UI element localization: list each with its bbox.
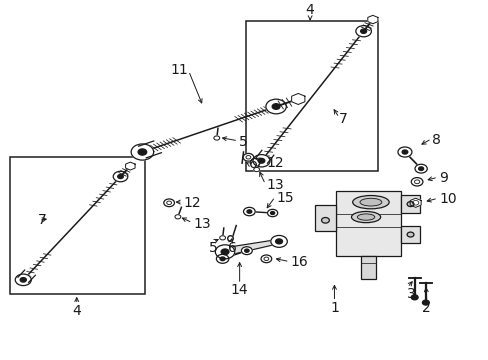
Bar: [401, 195, 419, 213]
Circle shape: [261, 255, 271, 263]
Circle shape: [360, 29, 366, 33]
Bar: [401, 226, 419, 243]
Text: 3: 3: [407, 287, 415, 301]
Circle shape: [410, 177, 422, 186]
Bar: [10, 157, 144, 294]
Circle shape: [213, 136, 219, 140]
Bar: [315, 204, 335, 231]
Circle shape: [258, 158, 264, 163]
Circle shape: [321, 217, 329, 223]
Text: 8: 8: [431, 133, 440, 147]
Text: 1: 1: [329, 301, 338, 315]
Circle shape: [355, 26, 371, 37]
Bar: [245, 21, 377, 171]
Text: 7: 7: [339, 112, 347, 126]
Circle shape: [401, 150, 407, 154]
Circle shape: [220, 257, 224, 261]
Circle shape: [410, 295, 417, 300]
Circle shape: [246, 210, 251, 213]
Circle shape: [407, 202, 413, 207]
Circle shape: [252, 154, 269, 167]
Text: 15: 15: [276, 190, 293, 204]
Circle shape: [20, 278, 26, 282]
Circle shape: [216, 254, 228, 263]
Circle shape: [219, 236, 225, 240]
Text: 7: 7: [38, 213, 46, 227]
Polygon shape: [367, 15, 377, 24]
Circle shape: [267, 209, 277, 217]
Circle shape: [243, 207, 255, 216]
Text: 13: 13: [266, 178, 284, 192]
Circle shape: [253, 167, 259, 172]
Text: 4: 4: [305, 3, 314, 17]
Text: 5: 5: [238, 135, 247, 149]
Text: 4: 4: [72, 304, 81, 318]
Circle shape: [414, 164, 427, 173]
Circle shape: [215, 245, 234, 259]
Ellipse shape: [359, 198, 381, 206]
Circle shape: [407, 232, 413, 237]
Circle shape: [175, 215, 181, 219]
Bar: [335, 191, 401, 256]
Text: 16: 16: [290, 255, 308, 269]
Circle shape: [243, 153, 253, 161]
Circle shape: [131, 144, 153, 160]
Circle shape: [270, 212, 274, 215]
Circle shape: [244, 249, 248, 252]
Circle shape: [138, 149, 146, 155]
Text: 14: 14: [230, 283, 248, 297]
Circle shape: [113, 171, 127, 182]
Polygon shape: [218, 239, 279, 257]
Text: 2: 2: [422, 301, 430, 315]
Text: 10: 10: [438, 192, 456, 206]
Ellipse shape: [357, 214, 374, 220]
Text: 12: 12: [183, 196, 201, 210]
Polygon shape: [409, 198, 420, 207]
Polygon shape: [125, 162, 135, 170]
Circle shape: [118, 175, 123, 179]
Circle shape: [241, 247, 252, 255]
Text: 13: 13: [193, 217, 211, 231]
Circle shape: [422, 300, 428, 305]
Text: 12: 12: [266, 156, 284, 170]
Circle shape: [163, 199, 174, 207]
Text: 6: 6: [249, 157, 258, 171]
Text: 9: 9: [438, 171, 447, 185]
Circle shape: [275, 239, 282, 244]
Text: 5: 5: [208, 241, 217, 255]
Circle shape: [397, 147, 411, 157]
Circle shape: [418, 167, 423, 170]
Text: 6: 6: [227, 241, 236, 255]
Circle shape: [221, 249, 228, 255]
Ellipse shape: [351, 211, 380, 223]
Bar: [360, 256, 375, 279]
Circle shape: [272, 104, 280, 109]
Polygon shape: [291, 94, 304, 104]
Text: 11: 11: [170, 63, 188, 77]
Circle shape: [15, 274, 31, 285]
Circle shape: [270, 235, 287, 247]
Ellipse shape: [352, 195, 388, 209]
Circle shape: [265, 99, 286, 114]
